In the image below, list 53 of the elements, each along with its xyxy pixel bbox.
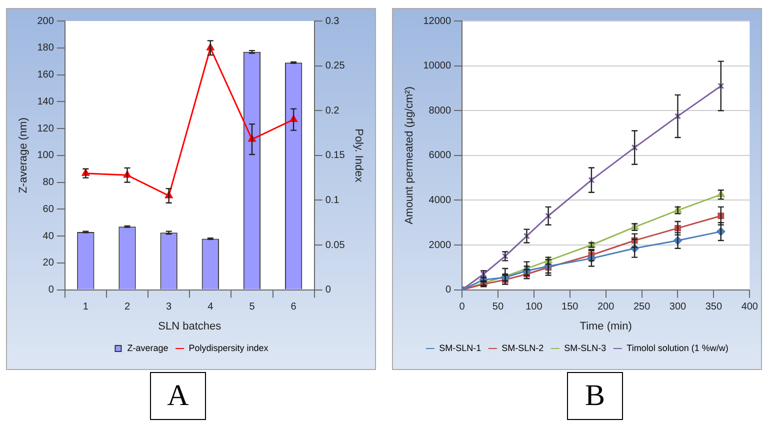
x-tick-label: 200 [597, 302, 615, 313]
y-tick-label: 4000 [428, 194, 452, 206]
y-tick-label: 10000 [423, 60, 452, 72]
x-tick-label: 3 [166, 302, 172, 313]
y-tick-label: 12000 [423, 16, 452, 27]
x-tick-label: 300 [669, 302, 687, 313]
x-tick-label: 4 [208, 302, 214, 313]
y2-tick-label: 0.1 [325, 194, 340, 206]
y-tick-label: 2000 [428, 240, 452, 251]
x-tick-label: 50 [492, 302, 504, 313]
x-tick-label: 0 [459, 302, 466, 313]
y-tick-label: 80 [42, 177, 54, 188]
x-tick-label: 1 [82, 302, 89, 313]
y-tick-label: 200 [37, 16, 54, 27]
y-tick-label: 160 [37, 70, 54, 81]
text: B [567, 372, 623, 420]
y2-tick-label: 0.05 [325, 240, 346, 251]
x-tick-label: 2 [124, 302, 130, 313]
y-tick-label: 20 [42, 258, 54, 269]
y-tick-label: 140 [37, 96, 54, 108]
y-tick-label: 40 [42, 230, 54, 242]
y2-tick-label: 0.15 [325, 150, 346, 162]
legend-label: Polydispersity index [188, 342, 269, 353]
y-tick-label: 8000 [428, 105, 452, 116]
legend-label: Timolol solution (1 %w/w) [626, 342, 728, 353]
y-tick-label: 180 [37, 42, 54, 54]
x-tick-label: 5 [249, 302, 256, 313]
y2-tick-label: 0.2 [325, 105, 340, 116]
x-axis-title: Time (min) [580, 320, 632, 332]
x-tick-label: 100 [526, 302, 543, 313]
y2-tick-label: 0.25 [325, 60, 346, 72]
x-tick-label: 250 [633, 302, 651, 313]
y-tick-label: 60 [42, 204, 54, 215]
x-axis-title: SLN batches [158, 320, 222, 332]
y-tick-label: 6000 [428, 150, 452, 162]
y-axis-title: Amount permeated (μg/cm²) [404, 86, 416, 224]
y2-tick-label: 0 [325, 284, 332, 296]
y-tick-label: 0 [48, 284, 54, 296]
y-tick-label: 0 [445, 284, 452, 296]
x-tick-label: 350 [705, 302, 722, 313]
y2-axis-title: Poly. Index [352, 128, 364, 183]
legend-label: SM-SLN-1 [439, 342, 482, 353]
x-tick-label: 400 [741, 302, 758, 313]
x-tick-label: 6 [290, 302, 297, 313]
y-tick-label: 100 [37, 150, 54, 162]
legend-label: SM-SLN-2 [502, 342, 544, 353]
legend-label: Z-average [127, 342, 168, 353]
text: A [150, 372, 206, 420]
y-axis-title: Z-average (nm) [18, 118, 30, 194]
x-tick-label: 150 [562, 302, 579, 313]
y-tick-label: 120 [37, 123, 54, 134]
legend-label: SM-SLN-3 [564, 342, 606, 353]
y2-tick-label: 0.3 [325, 16, 340, 27]
